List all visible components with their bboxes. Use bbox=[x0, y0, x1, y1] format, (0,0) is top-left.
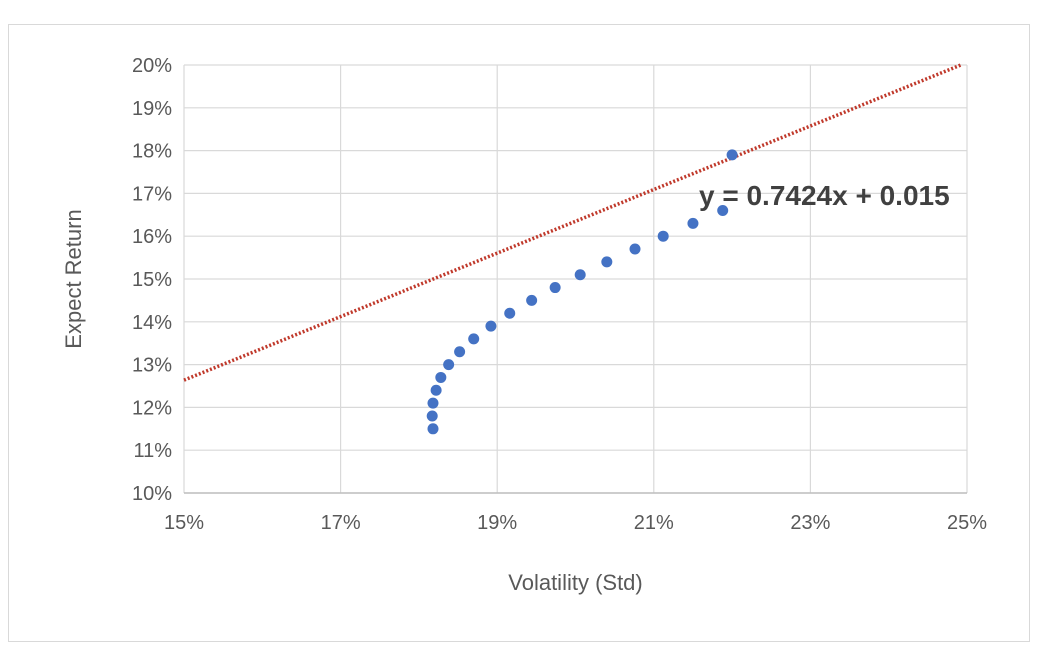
y-tick-labels: 10% 11% 12% 13% 14% 15% 16% 17% 18% 19% 20% bbox=[132, 55, 172, 505]
frontier-point bbox=[687, 217, 699, 229]
y-tick-label: 11% bbox=[133, 440, 172, 462]
frontier-point bbox=[504, 307, 516, 319]
x-tick-label: 25% bbox=[947, 512, 987, 534]
chart-frame: 15% 17% 19% 21% 23% 25% 10% 11% 12% 13% 14% 15% 16%… bbox=[8, 24, 1030, 642]
frontier-point bbox=[430, 384, 442, 396]
frontier-point bbox=[717, 205, 729, 217]
x-tick-label: 17% bbox=[321, 512, 361, 534]
x-tick-label: 21% bbox=[634, 512, 674, 534]
frontier-point bbox=[435, 371, 447, 383]
frontier-point bbox=[485, 320, 497, 332]
scatter-points-layer bbox=[426, 149, 738, 435]
trendline-equation: y = 0.7424x + 0.015 bbox=[699, 180, 950, 211]
y-tick-label: 14% bbox=[132, 312, 172, 334]
y-tick-label: 20% bbox=[132, 55, 172, 77]
trendline-layer bbox=[183, 63, 962, 382]
frontier-point bbox=[726, 149, 738, 161]
x-tick-label: 19% bbox=[477, 512, 517, 534]
frontier-point bbox=[443, 359, 455, 371]
frontier-point bbox=[657, 230, 669, 242]
x-tick-label: 23% bbox=[790, 512, 830, 534]
chart-svg: 15% 17% 19% 21% 23% 25% 10% 11% 12% 13% 14% 15% 16%… bbox=[61, 55, 987, 595]
y-tick-label: 17% bbox=[132, 183, 172, 205]
y-tick-label: 19% bbox=[132, 98, 172, 120]
y-tick-label: 15% bbox=[132, 269, 172, 291]
frontier-point bbox=[454, 346, 466, 358]
grid-layer bbox=[183, 64, 968, 494]
y-tick-label: 13% bbox=[132, 355, 172, 377]
frontier-point bbox=[629, 243, 641, 255]
frontier-point bbox=[468, 333, 480, 345]
frontier-point bbox=[549, 282, 561, 294]
frontier-point bbox=[601, 256, 613, 268]
trendline bbox=[183, 63, 962, 382]
frontier-point bbox=[427, 423, 439, 435]
y-axis-title: Expect Return bbox=[61, 209, 86, 348]
frontier-point bbox=[526, 294, 538, 306]
frontier-point bbox=[426, 410, 438, 422]
x-tick-labels: 15% 17% 19% 21% 23% 25% bbox=[164, 512, 987, 534]
y-tick-label: 18% bbox=[132, 141, 172, 163]
x-axis-title: Volatility (Std) bbox=[508, 570, 643, 595]
y-tick-label: 12% bbox=[132, 397, 172, 419]
frontier-point bbox=[574, 269, 586, 281]
y-tick-label: 10% bbox=[132, 483, 172, 505]
y-tick-label: 16% bbox=[132, 226, 172, 248]
x-tick-label: 15% bbox=[164, 512, 204, 534]
frontier-point bbox=[427, 397, 439, 409]
